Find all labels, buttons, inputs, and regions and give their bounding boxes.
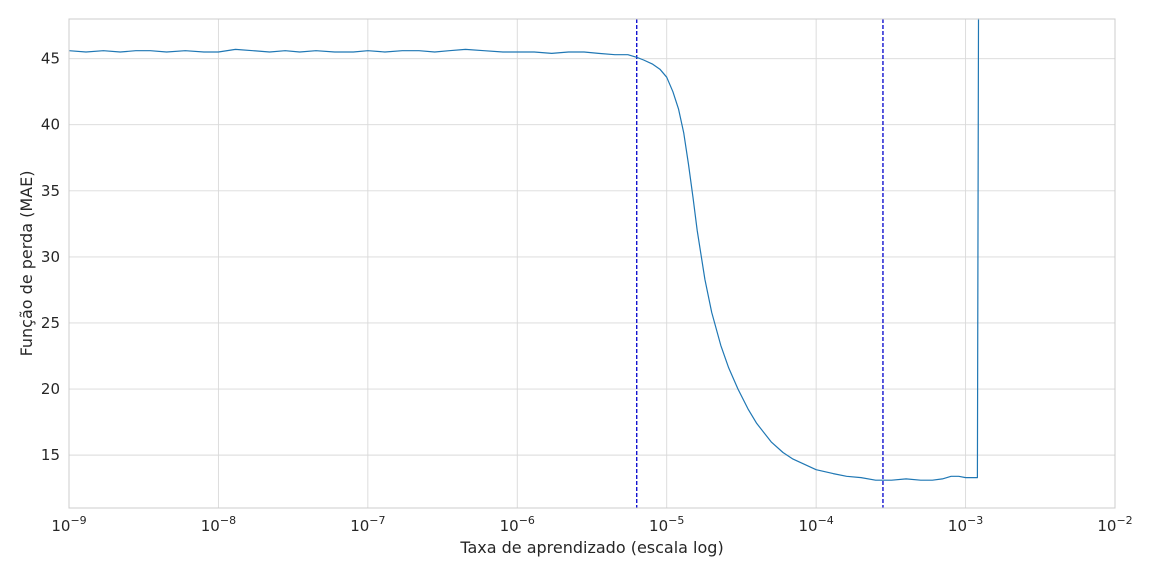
plot-frame [68, 18, 1116, 509]
loss-series-line [68, 18, 980, 481]
x-tick-labels: 10−9 10−8 10−7 10−6 10−5 10−4 10−3 10−2 [51, 514, 1132, 535]
x-axis-label: Taxa de aprendizado (escala log) [459, 538, 723, 557]
y-tick-label: 35 [41, 182, 60, 200]
x-tick-label: 10−6 [500, 514, 535, 535]
x-tick-label: 10−4 [798, 514, 833, 535]
y-tick-labels: 15 20 25 30 35 40 45 [41, 50, 60, 464]
y-tick-label: 40 [41, 116, 60, 134]
y-tick-label: 20 [41, 380, 60, 398]
y-tick-label: 15 [41, 446, 60, 464]
y-tick-label: 30 [41, 248, 60, 266]
plot-series [68, 18, 980, 481]
x-tick-label: 10−3 [948, 514, 983, 535]
x-tick-label: 10−5 [649, 514, 684, 535]
x-tick-label: 10−8 [201, 514, 236, 535]
y-tick-label: 25 [41, 314, 60, 332]
x-tick-label: 10−9 [51, 514, 86, 535]
grid-lines [68, 19, 1116, 508]
x-tick-label: 10−7 [350, 514, 385, 535]
x-tick-label: 10−2 [1097, 514, 1132, 535]
reference-lines [636, 19, 884, 508]
y-tick-label: 45 [41, 50, 60, 68]
y-axis-label: Função de perda (MAE) [17, 171, 36, 357]
